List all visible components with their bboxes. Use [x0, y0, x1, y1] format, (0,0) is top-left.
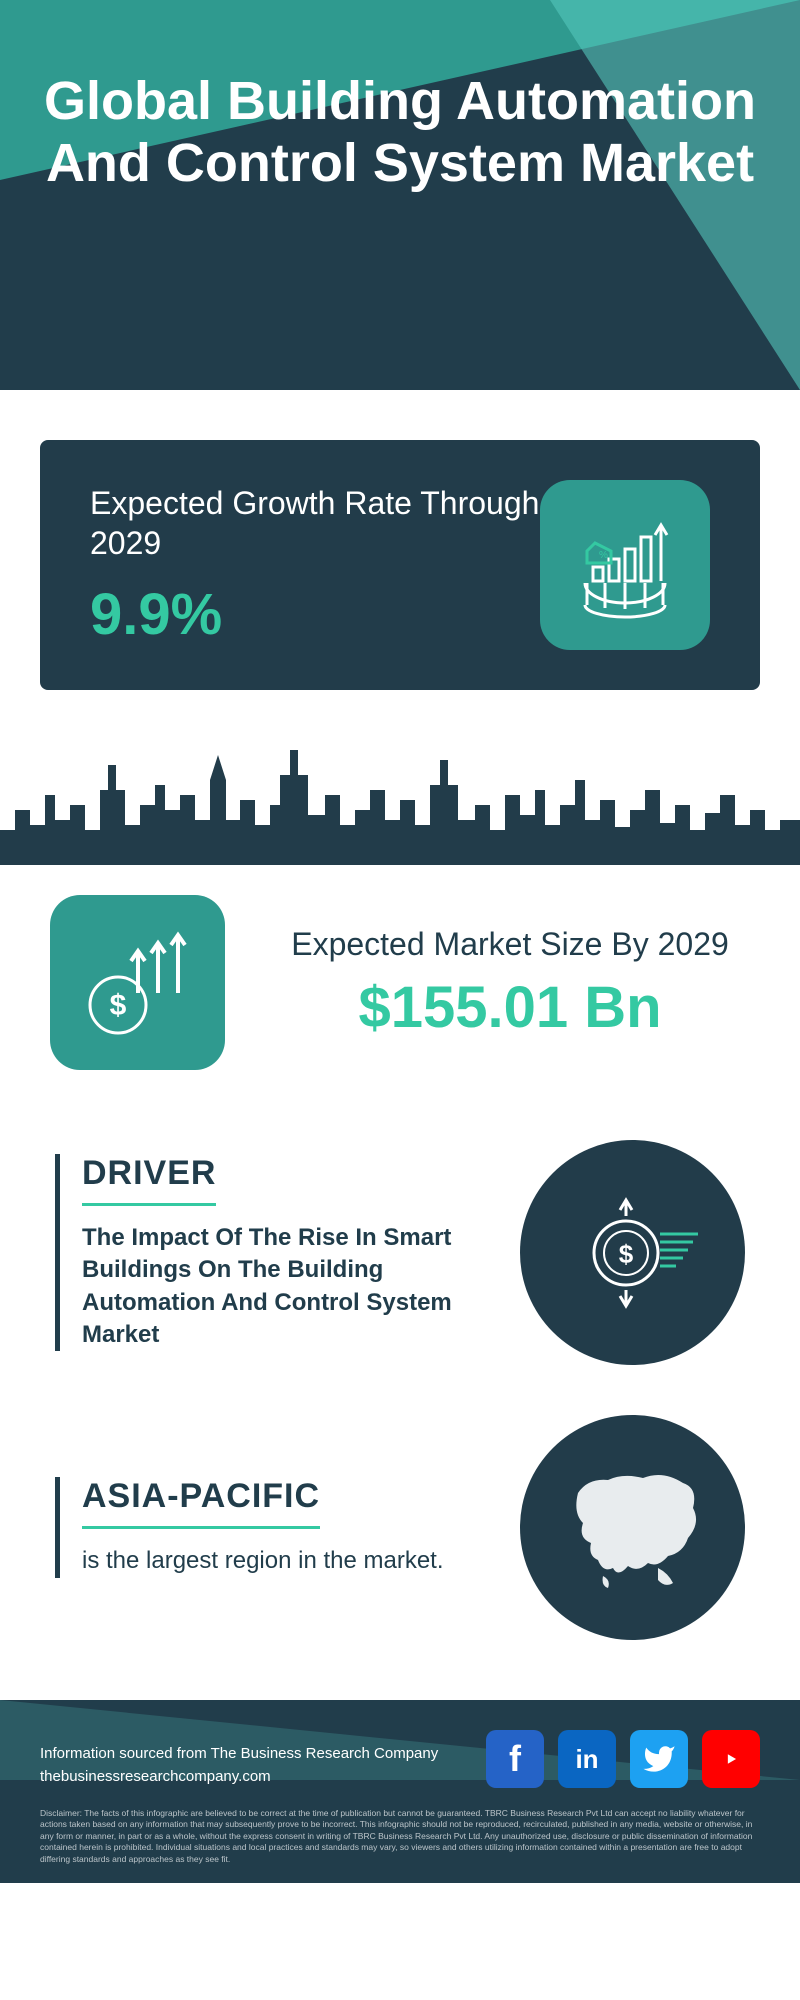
dollar-arrows-icon: $ — [50, 895, 225, 1070]
region-text: ASIA-PACIFIC is the largest region in th… — [55, 1477, 480, 1577]
growth-value: 9.9% — [90, 581, 540, 648]
disclaimer-text: Disclaimer: The facts of this infographi… — [40, 1808, 760, 1865]
market-size-panel: $ Expected Market Size By 2029 $155.01 B… — [0, 870, 800, 1115]
market-label: Expected Market Size By 2029 — [270, 924, 750, 964]
region-body: is the largest region in the market. — [82, 1545, 480, 1577]
growth-text: Expected Growth Rate Through 2029 9.9% — [90, 483, 540, 648]
money-growth-icon: $ — [78, 923, 198, 1043]
footer-top: Information sourced from The Business Re… — [40, 1730, 760, 1788]
header-triangle-decor — [550, 0, 800, 390]
driver-body: The Impact Of The Rise In Smart Building… — [82, 1222, 480, 1352]
market-value: $155.01 Bn — [270, 974, 750, 1041]
linkedin-icon[interactable]: in — [558, 1730, 616, 1788]
driver-heading: DRIVER — [82, 1154, 216, 1206]
svg-text:$: $ — [109, 989, 126, 1022]
social-links: f in — [486, 1730, 760, 1788]
youtube-icon[interactable] — [702, 1730, 760, 1788]
driver-text: DRIVER The Impact Of The Rise In Smart B… — [55, 1154, 480, 1352]
infographic: Global Building Automation And Control S… — [0, 0, 800, 1883]
page-title: Global Building Automation And Control S… — [0, 70, 800, 194]
growth-label: Expected Growth Rate Through 2029 — [90, 483, 540, 563]
svg-text:%: % — [599, 550, 608, 561]
market-text: Expected Market Size By 2029 $155.01 Bn — [270, 924, 750, 1041]
region-heading: ASIA-PACIFIC — [82, 1477, 320, 1529]
footer: Information sourced from The Business Re… — [0, 1700, 800, 1883]
dollar-cycle-icon: $ — [520, 1140, 745, 1365]
source-line1: Information sourced from The Business Re… — [40, 1743, 438, 1766]
driver-section: DRIVER The Impact Of The Rise In Smart B… — [0, 1115, 800, 1390]
source-line2: thebusinessresearchcompany.com — [40, 1766, 438, 1789]
twitter-icon[interactable] — [630, 1730, 688, 1788]
footer-source: Information sourced from The Business Re… — [40, 1743, 438, 1788]
growth-chart-icon: % — [565, 505, 685, 625]
asia-map-icon — [543, 1438, 723, 1618]
globe-growth-icon: % — [540, 480, 710, 650]
city-skyline-icon — [0, 735, 800, 865]
header: Global Building Automation And Control S… — [0, 0, 800, 390]
money-flow-icon: $ — [558, 1178, 708, 1328]
growth-rate-panel: Expected Growth Rate Through 2029 9.9% % — [40, 440, 760, 690]
svg-text:$: $ — [618, 1239, 633, 1269]
globe-map-icon — [520, 1415, 745, 1640]
facebook-icon[interactable]: f — [486, 1730, 544, 1788]
region-section: ASIA-PACIFIC is the largest region in th… — [0, 1390, 800, 1665]
